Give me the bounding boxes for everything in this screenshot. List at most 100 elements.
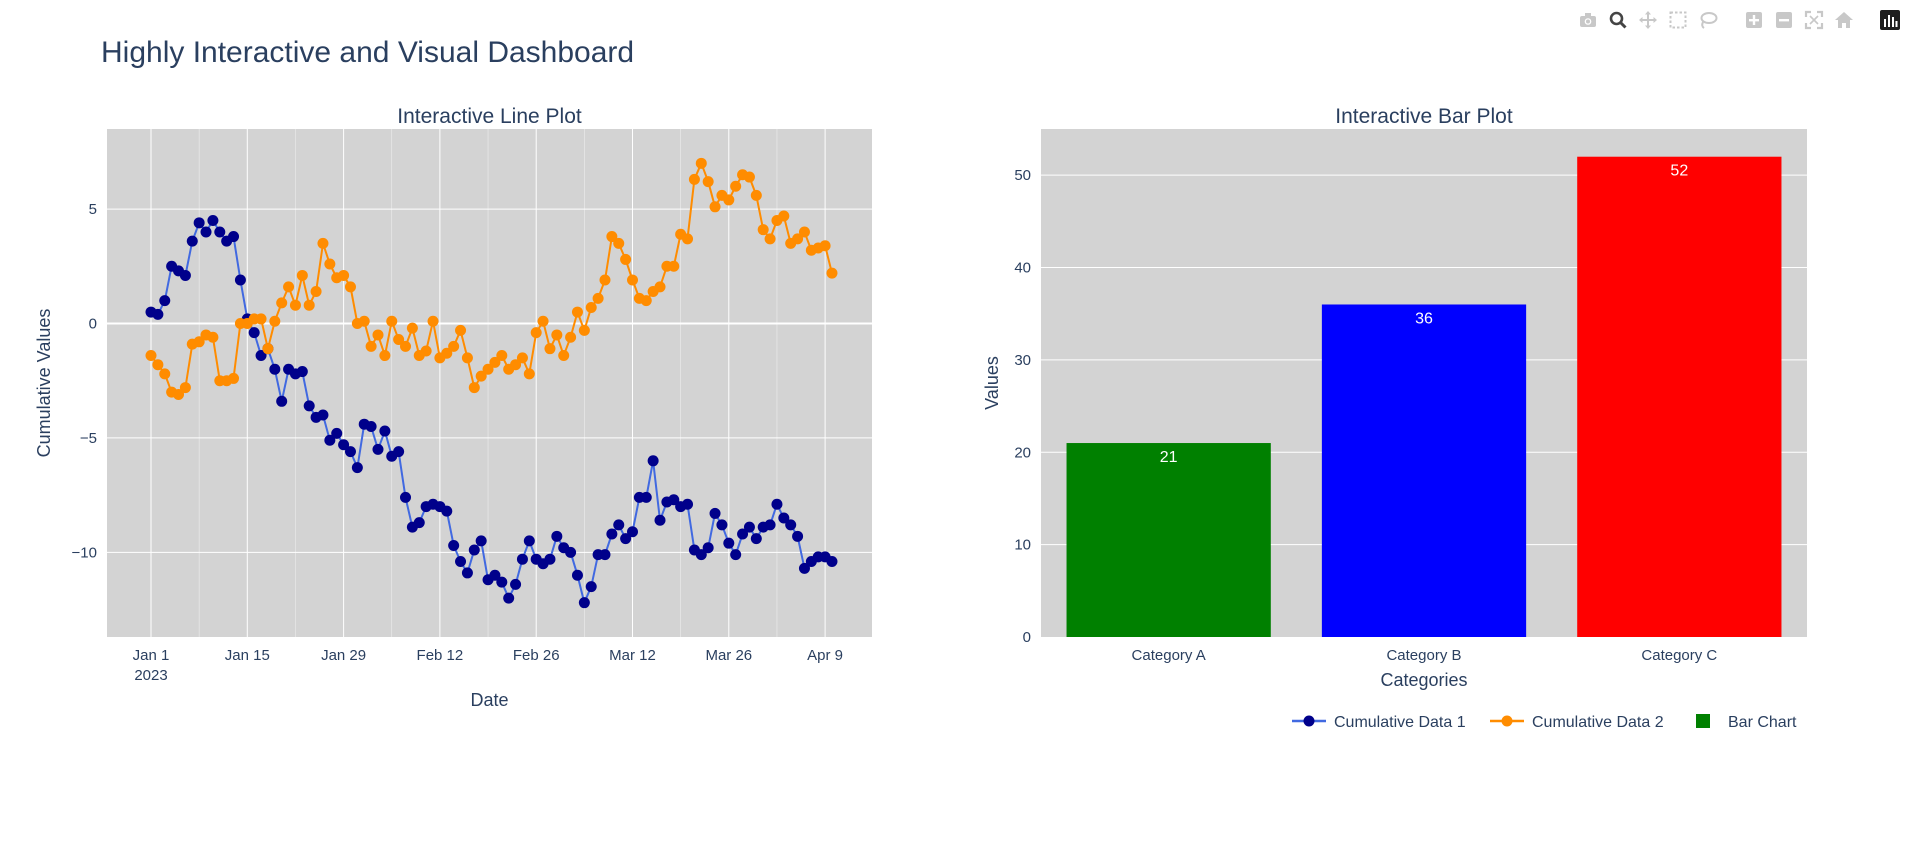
series-1-point[interactable] — [489, 569, 501, 581]
series-2-point[interactable] — [544, 343, 556, 355]
series-2-point[interactable] — [420, 345, 432, 357]
series-2-point[interactable] — [255, 313, 267, 325]
series-1-point[interactable] — [200, 226, 212, 238]
series-2-point[interactable] — [393, 334, 405, 346]
series-1-point[interactable] — [255, 350, 267, 362]
series-2-point[interactable] — [523, 368, 535, 380]
series-2-point[interactable] — [750, 189, 762, 201]
series-2-point[interactable] — [723, 194, 735, 206]
series-2-point[interactable] — [489, 356, 501, 368]
series-1-point[interactable] — [695, 549, 707, 561]
series-1-point[interactable] — [654, 514, 666, 526]
series-2-point[interactable] — [448, 340, 460, 352]
series-1-point[interactable] — [317, 409, 329, 421]
series-2-point[interactable] — [757, 224, 769, 236]
series-1-point[interactable] — [475, 535, 487, 547]
series-1-point[interactable] — [324, 434, 336, 446]
series-1-point[interactable] — [578, 597, 590, 609]
series-2-point[interactable] — [228, 372, 240, 384]
series-2-point[interactable] — [778, 210, 790, 222]
series-2-point[interactable] — [730, 180, 742, 192]
series-2-point[interactable] — [338, 269, 350, 281]
series-1-point[interactable] — [276, 395, 288, 407]
series-2-point[interactable] — [620, 253, 632, 265]
series-1-point[interactable] — [826, 555, 838, 567]
series-2-point[interactable] — [475, 370, 487, 382]
series-1-point[interactable] — [413, 517, 425, 529]
series-2-point[interactable] — [193, 336, 205, 348]
series-1-point[interactable] — [709, 507, 721, 519]
series-2-point[interactable] — [798, 226, 810, 238]
lasso-icon[interactable] — [1696, 8, 1720, 32]
series-1-point[interactable] — [228, 231, 240, 243]
series-1-point[interactable] — [193, 217, 205, 229]
series-2-point[interactable] — [441, 347, 453, 359]
series-1-point[interactable] — [764, 519, 776, 531]
series-1-point[interactable] — [798, 562, 810, 574]
series-2-point[interactable] — [400, 340, 412, 352]
series-1-point[interactable] — [730, 549, 742, 561]
series-2-point[interactable] — [599, 274, 611, 286]
box-select-icon[interactable] — [1666, 8, 1690, 32]
series-2-point[interactable] — [262, 343, 274, 355]
series-1-point[interactable] — [207, 215, 219, 227]
series-2-point[interactable] — [276, 297, 288, 309]
series-2-point[interactable] — [640, 295, 652, 307]
series-2-point[interactable] — [344, 281, 356, 293]
series-1-point[interactable] — [647, 455, 659, 467]
bar-category-a[interactable] — [1066, 443, 1271, 637]
series-2-point[interactable] — [358, 315, 370, 327]
series-1-point[interactable] — [702, 542, 714, 554]
series-2-point[interactable] — [510, 359, 522, 371]
series-2-point[interactable] — [764, 233, 776, 245]
series-2-point[interactable] — [317, 237, 329, 249]
series-1-point[interactable] — [344, 446, 356, 458]
series-1-point[interactable] — [296, 366, 308, 378]
series-2-point[interactable] — [207, 331, 219, 343]
series-1-point[interactable] — [723, 537, 735, 549]
series-2-point[interactable] — [606, 231, 618, 243]
series-2-point[interactable] — [324, 258, 336, 270]
series-2-point[interactable] — [516, 352, 528, 364]
series-2-point[interactable] — [406, 322, 418, 334]
series-2-point[interactable] — [372, 329, 384, 341]
series-1-point[interactable] — [338, 439, 350, 451]
series-1-point[interactable] — [571, 569, 583, 581]
series-2-point[interactable] — [145, 350, 157, 362]
series-1-point[interactable] — [716, 519, 728, 531]
series-1-point[interactable] — [668, 494, 680, 506]
series-1-point[interactable] — [269, 363, 281, 375]
series-1-point[interactable] — [640, 491, 652, 503]
series-1-point[interactable] — [152, 308, 164, 320]
legend-item-bar-chart[interactable]: Bar Chart — [1696, 714, 1797, 731]
series-2-point[interactable] — [386, 315, 398, 327]
series-2-point[interactable] — [578, 324, 590, 336]
zoom-out-icon[interactable] — [1772, 8, 1796, 32]
series-1-point[interactable] — [496, 576, 508, 588]
series-1-point[interactable] — [468, 544, 480, 556]
series-2-point[interactable] — [537, 315, 549, 327]
series-2-point[interactable] — [468, 382, 480, 394]
series-1-point[interactable] — [510, 578, 522, 590]
series-1-point[interactable] — [750, 533, 762, 545]
autoscale-icon[interactable] — [1802, 8, 1826, 32]
series-2-point[interactable] — [688, 173, 700, 185]
series-2-point[interactable] — [613, 237, 625, 249]
series-2-point[interactable] — [819, 240, 831, 252]
series-1-point[interactable] — [372, 443, 384, 455]
series-2-point[interactable] — [702, 176, 714, 188]
series-1-point[interactable] — [627, 526, 638, 538]
series-1-point[interactable] — [448, 539, 460, 551]
series-1-point[interactable] — [351, 462, 363, 474]
zoom-in-icon[interactable] — [1742, 8, 1766, 32]
home-icon[interactable] — [1832, 8, 1856, 32]
series-2-point[interactable] — [283, 281, 295, 293]
camera-icon[interactable] — [1576, 8, 1600, 32]
series-2-point[interactable] — [152, 359, 164, 371]
series-1-point[interactable] — [606, 528, 618, 540]
series-1-point[interactable] — [186, 235, 198, 247]
series-1-point[interactable] — [379, 425, 391, 437]
legend-item-cumulative-data-2[interactable]: Cumulative Data 2 — [1490, 714, 1664, 731]
series-1-point[interactable] — [455, 555, 467, 567]
series-1-point[interactable] — [159, 295, 171, 307]
